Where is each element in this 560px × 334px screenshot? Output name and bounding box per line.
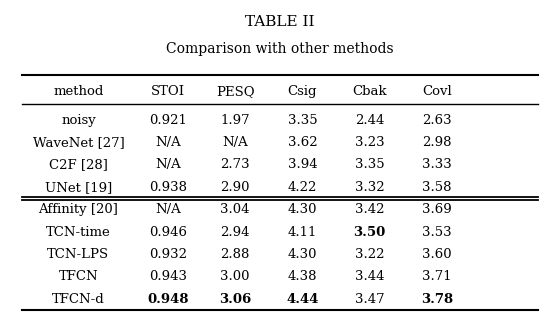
Text: 4.22: 4.22	[288, 181, 317, 194]
Text: 4.30: 4.30	[288, 248, 317, 261]
Text: 3.78: 3.78	[421, 293, 453, 306]
Text: 0.938: 0.938	[149, 181, 187, 194]
Text: 2.73: 2.73	[221, 159, 250, 171]
Text: 3.47: 3.47	[355, 293, 384, 306]
Text: Covl: Covl	[422, 86, 452, 98]
Text: Comparison with other methods: Comparison with other methods	[166, 42, 394, 56]
Text: 4.11: 4.11	[288, 226, 317, 238]
Text: UNet [19]: UNet [19]	[45, 181, 112, 194]
Text: 0.932: 0.932	[149, 248, 187, 261]
Text: TCN-time: TCN-time	[46, 226, 111, 238]
Text: 3.94: 3.94	[288, 159, 317, 171]
Text: 3.22: 3.22	[355, 248, 384, 261]
Text: 4.38: 4.38	[288, 271, 317, 283]
Text: 2.44: 2.44	[355, 114, 384, 127]
Text: TFCN-d: TFCN-d	[52, 293, 105, 306]
Text: 3.69: 3.69	[422, 203, 452, 216]
Text: 4.30: 4.30	[288, 203, 317, 216]
Text: 3.00: 3.00	[221, 271, 250, 283]
Text: TCN-LPS: TCN-LPS	[48, 248, 109, 261]
Text: WaveNet [27]: WaveNet [27]	[32, 136, 124, 149]
Text: 3.35: 3.35	[288, 114, 317, 127]
Text: 2.90: 2.90	[221, 181, 250, 194]
Text: 4.44: 4.44	[286, 293, 319, 306]
Text: 1.97: 1.97	[221, 114, 250, 127]
Text: 0.943: 0.943	[149, 271, 187, 283]
Text: Affinity [20]: Affinity [20]	[39, 203, 118, 216]
Text: noisy: noisy	[61, 114, 96, 127]
Text: N/A: N/A	[155, 136, 181, 149]
Text: 2.98: 2.98	[422, 136, 451, 149]
Text: STOI: STOI	[151, 86, 185, 98]
Text: 3.62: 3.62	[288, 136, 317, 149]
Text: 3.42: 3.42	[355, 203, 384, 216]
Text: 3.35: 3.35	[355, 159, 384, 171]
Text: 0.946: 0.946	[149, 226, 187, 238]
Text: N/A: N/A	[155, 203, 181, 216]
Text: Cbak: Cbak	[352, 86, 387, 98]
Text: 3.50: 3.50	[353, 226, 386, 238]
Text: N/A: N/A	[222, 136, 248, 149]
Text: method: method	[53, 86, 104, 98]
Text: N/A: N/A	[155, 159, 181, 171]
Text: 0.948: 0.948	[147, 293, 189, 306]
Text: 3.32: 3.32	[355, 181, 384, 194]
Text: 3.58: 3.58	[422, 181, 451, 194]
Text: C2F [28]: C2F [28]	[49, 159, 108, 171]
Text: 3.71: 3.71	[422, 271, 451, 283]
Text: 3.23: 3.23	[355, 136, 384, 149]
Text: 3.44: 3.44	[355, 271, 384, 283]
Text: Csig: Csig	[288, 86, 317, 98]
Text: TFCN: TFCN	[59, 271, 98, 283]
Text: 3.60: 3.60	[422, 248, 451, 261]
Text: TABLE II: TABLE II	[245, 15, 315, 29]
Text: 3.33: 3.33	[422, 159, 452, 171]
Text: 3.04: 3.04	[221, 203, 250, 216]
Text: 3.06: 3.06	[219, 293, 251, 306]
Text: 2.88: 2.88	[221, 248, 250, 261]
Text: 2.94: 2.94	[221, 226, 250, 238]
Text: 0.921: 0.921	[149, 114, 187, 127]
Text: 2.63: 2.63	[422, 114, 451, 127]
Text: 3.53: 3.53	[422, 226, 451, 238]
Text: PESQ: PESQ	[216, 86, 254, 98]
